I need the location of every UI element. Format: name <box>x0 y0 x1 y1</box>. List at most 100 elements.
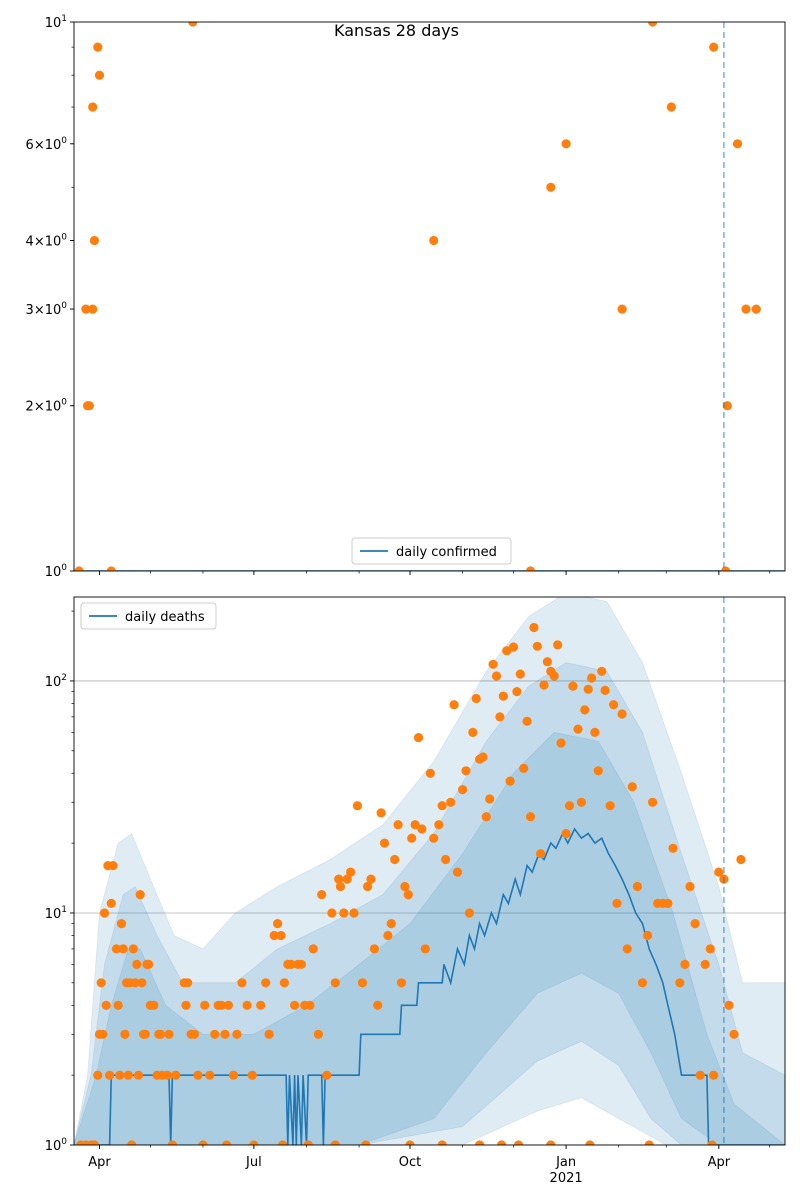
deaths-data-point <box>164 1029 174 1039</box>
deaths-data-point <box>357 978 368 988</box>
deaths-data-point <box>286 959 296 970</box>
deaths-data-point <box>96 978 106 988</box>
deaths-data-point <box>580 705 590 715</box>
deaths-data-point <box>123 1070 133 1080</box>
deaths-data-point <box>700 959 710 970</box>
deaths-data-point <box>217 1000 227 1010</box>
deaths-data-point <box>383 930 393 941</box>
deaths-data-point <box>223 1000 233 1010</box>
deaths-data-point <box>549 671 559 681</box>
deaths-data-point <box>488 659 498 669</box>
deaths-data-point <box>515 669 525 679</box>
deaths-data-point <box>308 944 318 954</box>
deaths-data-point <box>278 1140 288 1145</box>
deaths-data-point <box>519 763 529 774</box>
deaths-data-point <box>632 881 643 892</box>
deaths-data-point <box>468 727 478 738</box>
deaths-data-point <box>242 1000 252 1010</box>
deaths-data-point <box>593 766 603 776</box>
deaths-data-point <box>561 828 571 839</box>
deaths-data-point <box>617 709 627 719</box>
deaths-data-point <box>205 1070 215 1080</box>
deaths-data-point <box>327 908 337 918</box>
deaths-data-point <box>605 801 615 811</box>
deaths-data-point <box>417 824 427 834</box>
deaths-data-point <box>644 1140 654 1145</box>
deaths-data-point <box>140 1029 150 1039</box>
deaths-data-point <box>529 622 539 633</box>
confirmed-data-point <box>429 235 439 246</box>
confirmed-data-point <box>546 182 556 192</box>
deaths-data-point <box>115 1070 125 1080</box>
deaths-data-point <box>556 738 566 748</box>
deaths-data-point <box>189 1029 200 1039</box>
deaths-data-point <box>116 919 127 929</box>
deaths-data-point <box>269 930 279 941</box>
deaths-data-point <box>690 919 700 929</box>
deaths-data-point <box>627 782 637 792</box>
deaths-data-point <box>342 874 352 884</box>
deaths-data-point <box>508 642 519 652</box>
deaths-data-point <box>622 944 632 954</box>
confirmed-y-tick-label: 4×100 <box>26 232 68 249</box>
deaths-data-point <box>420 944 430 954</box>
confirmed-data-point <box>525 566 536 571</box>
deaths-data-point <box>425 768 435 778</box>
confirmed-legend: daily confirmed <box>351 537 512 565</box>
deaths-data-point <box>410 820 420 830</box>
deaths-data-point <box>403 890 413 900</box>
deaths-data-point <box>568 681 578 691</box>
deaths-data-point <box>525 812 536 822</box>
deaths-data-point <box>132 959 142 970</box>
deaths-data-point <box>108 861 118 871</box>
deaths-data-point <box>363 881 373 892</box>
deaths-data-point <box>222 1140 232 1145</box>
deaths-data-point <box>583 684 593 694</box>
deaths-data-point <box>128 944 138 954</box>
confirmed-data-point <box>709 42 719 52</box>
deaths-data-point <box>600 685 610 696</box>
deaths-data-point <box>685 881 695 892</box>
confirmed-legend-box <box>351 537 512 565</box>
deaths-data-point <box>149 1000 159 1010</box>
deaths-data-point <box>429 833 439 843</box>
confirmed-data-point <box>666 102 676 112</box>
deaths-legend: daily deaths <box>80 602 217 630</box>
deaths-data-point <box>491 671 502 681</box>
deaths-data-point <box>210 1029 220 1039</box>
deaths-data-point <box>155 1029 166 1039</box>
deaths-data-point <box>339 908 349 918</box>
deaths-data-point <box>330 978 340 988</box>
deaths-data-point <box>390 854 400 865</box>
deaths-data-point <box>133 1070 144 1080</box>
x-tick-label: Apr <box>88 1155 111 1170</box>
confirmed-y-tick-label: 100 <box>45 563 68 580</box>
deaths-data-point <box>573 724 583 734</box>
confirmed-data-point <box>81 304 91 314</box>
deaths-data-point <box>393 820 403 830</box>
deaths-data-point <box>346 867 356 877</box>
deaths-data-point <box>675 978 685 988</box>
deaths-data-point <box>542 657 553 667</box>
deaths-data-point <box>502 646 512 656</box>
deaths-data-point <box>335 881 345 892</box>
deaths-data-point <box>680 959 690 970</box>
deaths-data-point <box>193 1070 203 1080</box>
x-tick-label: Jul <box>245 1155 262 1170</box>
deaths-data-point <box>89 1140 99 1145</box>
deaths-data-point <box>396 978 407 988</box>
deaths-data-point <box>495 712 505 722</box>
deaths-data-point <box>93 1070 103 1080</box>
deaths-data-point <box>247 1070 257 1080</box>
deaths-data-point <box>485 794 495 804</box>
deaths-data-point <box>373 1000 383 1010</box>
confirmed-data-point <box>732 139 743 149</box>
deaths-plot-area <box>74 597 785 1145</box>
x-tick-label: Jan <box>555 1155 576 1170</box>
chart-title: Kansas 28 days <box>334 21 459 40</box>
deaths-data-point <box>249 1140 259 1145</box>
deaths-data-point <box>590 727 600 738</box>
deaths-legend-box <box>80 602 217 630</box>
confirmed-data-point <box>648 22 658 27</box>
deaths-data-point <box>536 849 546 859</box>
